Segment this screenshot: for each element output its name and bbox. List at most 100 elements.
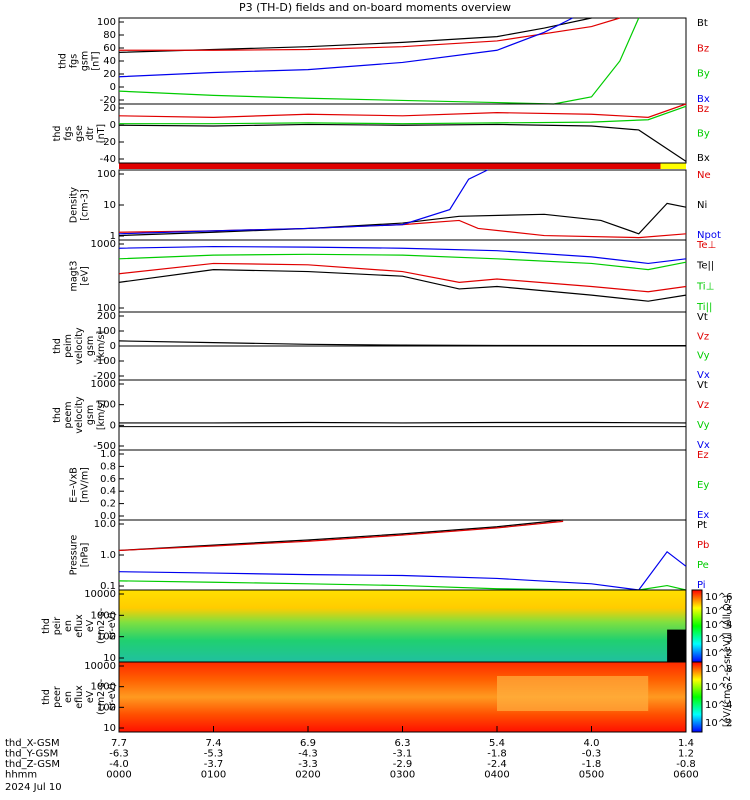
ytick-label: -40 [100,154,116,165]
ytick-label: 500 [97,400,116,411]
ytick-label: -20 [100,137,116,148]
colorbar-tick: 10^4 [705,620,732,631]
legend-entry: Bx [697,94,710,105]
series-line-Te|| [118,269,687,302]
legend-entry: Vz [697,400,709,411]
yaxis-label-line: peer [52,686,63,708]
yaxis-label-line: thd [52,338,63,354]
yaxis-label-line: gsm [85,336,96,356]
legend-entry: Ne [697,170,711,181]
ytick-label: 60 [103,43,116,54]
time-row-value: -0.8 [676,759,696,770]
date-label: 2024 Jul 10 [5,782,62,793]
colorbar-tick: 10^2 [705,718,732,729]
time-row-value: 6.3 [395,738,411,749]
ytick-label: 0 [110,120,116,131]
series-line-Te⊥ [118,262,687,293]
time-row-value: 0500 [579,770,604,781]
ytick-label: 1000 [91,239,116,250]
yaxis-label-line: peem [63,402,74,429]
ytick-label: 100 [97,17,116,28]
legend-entry: Bx [697,153,710,164]
series-line-Bz [118,103,687,118]
figure-title: P3 (TH-D) fields and on-board moments ov… [238,1,512,14]
series-line-Pe [118,580,687,591]
spectrogram-fill-8 [119,590,686,662]
legend-entry: Vt [697,312,708,323]
panel-frame-1 [118,103,687,164]
colorbar [691,661,703,733]
series-line-Bx [118,17,573,78]
yaxis-label-line: [eV] [80,266,91,286]
ytick-label: 100 [97,702,116,713]
colorbar [691,589,703,663]
yaxis-label-line: peim [63,334,74,358]
ytick-label: 100 [97,326,116,337]
series-line-Ti|| [118,245,687,265]
time-row-value: 4.0 [584,738,600,749]
colorbar-label: [eV/(cm^2-s-sr-eV)] (All Qs) [722,595,733,727]
yaxis-label-line: gse [74,125,85,142]
yaxis-label-line: peir [52,617,63,636]
ytick-label: 10 [103,653,116,664]
legend-entry: Vy [697,351,710,362]
time-row-value: 0200 [295,770,320,781]
panel-frame-6 [118,449,687,521]
yaxis-label-line: thd [41,689,52,705]
yaxis-label-line: [km/s] [96,400,107,430]
series-line-Bz [119,17,621,51]
legend-entry: Vz [697,331,709,342]
legend-entry: Vx [697,370,710,381]
yaxis-label-line: fgs [69,54,80,68]
panel-frame-5 [118,379,687,451]
legend-entry: Vt [697,380,708,391]
ytick-label: 10000 [84,661,116,672]
time-row-value: -3.1 [393,749,413,760]
colorbar-tick: 10^6 [705,682,732,693]
ytick-label: 10 [103,200,116,211]
time-row-label: thd_Y-GSM [5,749,58,760]
ytick-label: 10000 [84,589,116,600]
ytick-label: 100 [97,169,116,180]
ytick-label: 1.0 [100,550,116,561]
series-line-Pb [118,520,564,552]
panel-frame-7 [118,519,687,591]
series-line-Pi [118,550,687,591]
ytick-label: 20 [103,69,116,80]
yaxis-label-line: thd [52,126,63,142]
ytick-label: 0.2 [100,499,116,510]
ytick-label: 0.8 [100,461,116,472]
legend-entry: Ni [697,200,707,211]
time-row-value: 1.4 [678,738,694,749]
ytick-label: -100 [93,356,116,367]
time-row-value: -2.4 [487,759,507,770]
yaxis-label-line: [cm-3] [80,189,91,220]
yaxis-label-line: eV [85,690,96,703]
legend-entry: Pi [697,580,706,591]
yaxis-label-line: velocity [74,396,85,434]
series-line-By [118,17,640,105]
ytick-label: 0.4 [100,486,116,497]
time-row-value: 7.4 [206,738,222,749]
ytick-label: 1000 [91,610,116,621]
legend-entry: Ti⊥ [696,281,714,292]
ytick-label: 0 [110,82,116,93]
legend-entry: Ti|| [696,302,712,313]
series-line-Npot [118,169,488,235]
yaxis-label-line: [km/s] [96,331,107,361]
yaxis-label-line: eV [85,619,96,632]
spectrogram-light-patch [497,676,649,711]
series-line-Pt [118,519,564,552]
legend-entry: By [697,69,710,80]
ytick-label: -500 [93,441,116,452]
ytick-label: 1000 [91,379,116,390]
yaxis-label-line: fgs [63,126,74,140]
legend-entry: Vy [697,420,710,431]
yaxis-label-line: en [63,691,74,703]
time-row-value: 0600 [673,770,698,781]
time-row-value: -4.3 [298,749,318,760]
time-row-value: 5.4 [489,738,505,749]
colorbar-tick: 10^2 [705,648,732,659]
yaxis-label-line: eflux [74,614,85,638]
